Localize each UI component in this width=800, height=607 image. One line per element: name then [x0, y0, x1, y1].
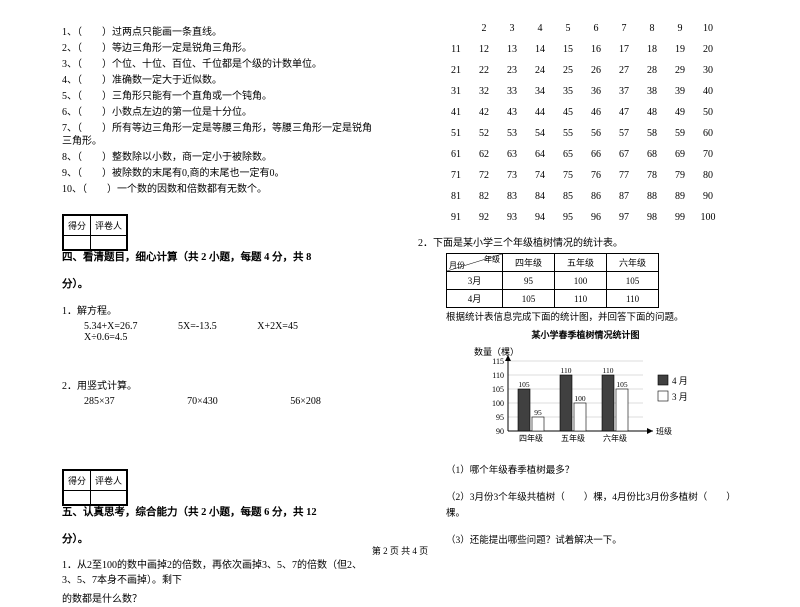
tf-item: 3、（ ）个位、十位、百位、千位都是个级的计数单位。 [62, 58, 372, 71]
section-5-title: 五、认真思考，综合能力（共 2 小题，每题 6 分，共 12 [62, 506, 317, 521]
table-row: 4月 105 110 110 [447, 290, 659, 308]
svg-text:95: 95 [534, 408, 542, 417]
eq: X÷0.6=4.5 [84, 332, 127, 343]
equations-2: 285×37 70×430 56×208 [84, 396, 372, 407]
svg-text:四年级: 四年级 [519, 433, 543, 443]
svg-text:3 月: 3 月 [672, 392, 688, 402]
plant-table: 年级 月份 四年级 五年级 六年级 3月 95 100 105 4月 105 1… [446, 253, 659, 308]
tf-item: 6、（ ）小数点左边的第一位是十分位。 [62, 106, 372, 119]
svg-text:4 月: 4 月 [672, 376, 688, 386]
equations-1: 5.34+X=26.7 5X=-13.5 X+2X=45 X÷0.6=4.5 [84, 321, 372, 343]
page-footer: 第 2 页 共 4 页 [0, 544, 800, 557]
tf-item: 1、（ ）过两点只能画一条直线。 [62, 26, 372, 39]
eq: X+2X=45 [257, 321, 298, 332]
tf-item: 7、（ ）所有等边三角形一定是等腰三角形，等腰三角形一定是锐角三角形。 [62, 122, 372, 148]
score-box: 得分 评卷人 [62, 214, 128, 251]
svg-text:105: 105 [518, 380, 530, 389]
diag-header: 年级 月份 [447, 254, 503, 272]
tf-item: 9、（ ）被除数的末尾有0,商的末尾也一定有0。 [62, 167, 372, 180]
questions: （1）哪个年级春季植树最多？ （2）3月份3个年级共植树（ ）棵，4月份比3月份… [446, 464, 753, 549]
score-label: 得分 [64, 216, 91, 236]
q5-1b: 的数都是什么数？ [62, 592, 372, 607]
svg-text:100: 100 [492, 399, 504, 408]
tf-item: 10、（ ）一个数的因数和倍数都有无数个。 [62, 183, 372, 196]
eq: 70×430 [187, 396, 218, 407]
svg-text:115: 115 [492, 357, 504, 366]
svg-text:110: 110 [561, 366, 572, 375]
question: （2）3月份3个年级共植树（ ）棵，4月份比3月份多植树（ ）棵。 [446, 491, 753, 521]
col-header: 六年级 [607, 254, 659, 272]
svg-text:数量（棵）: 数量（棵） [474, 346, 519, 357]
svg-text:105: 105 [616, 380, 628, 389]
svg-text:90: 90 [496, 427, 504, 436]
q4-2: 2．用竖式计算。 [62, 377, 372, 392]
score-label: 得分 [64, 471, 91, 491]
section-4-title-cont: 分）。 [62, 278, 88, 293]
col-header: 四年级 [503, 254, 555, 272]
chart-caption: 根据统计表信息完成下面的统计图，并回答下面的问题。 [446, 311, 753, 325]
section-4-header: 得分 评卷人 四、看清题目，细心计算（共 2 小题，每题 4 分，共 8 [62, 214, 372, 266]
tf-item: 8、（ ）整数除以小数，商一定小于被除数。 [62, 151, 372, 164]
svg-text:班级: 班级 [656, 426, 672, 436]
grader-label: 评卷人 [91, 216, 127, 236]
eq: 285×37 [84, 396, 115, 407]
svg-text:110: 110 [492, 371, 504, 380]
question: （1）哪个年级春季植树最多？ [446, 464, 753, 479]
section-4-title: 四、看清题目，细心计算（共 2 小题，每题 4 分，共 8 [62, 251, 311, 266]
eq: 5X=-13.5 [178, 321, 217, 332]
eq: 56×208 [290, 396, 321, 407]
number-grid: 2345678910111213141516171819202122232425… [442, 24, 753, 223]
tf-list: 1、（ ）过两点只能画一条直线。 2、（ ）等边三角形一定是锐角三角形。 3、（ ）… [62, 26, 372, 196]
chart-title: 某小学春季植树情况统计图 [418, 328, 753, 341]
svg-text:100: 100 [574, 394, 586, 403]
table-row: 3月 95 100 105 [447, 272, 659, 290]
tf-item: 2、（ ）等边三角形一定是锐角三角形。 [62, 42, 372, 55]
svg-text:110: 110 [603, 366, 614, 375]
bar-chart: 数量（棵）9095100105110115班级10595四年级110100五年级… [474, 345, 753, 458]
svg-text:六年级: 六年级 [603, 433, 627, 443]
q2-intro: 2．下面是某小学三个年级植树情况的统计表。 [418, 234, 753, 249]
section-5-header: 得分 评卷人 五、认真思考，综合能力（共 2 小题，每题 6 分，共 12 [62, 469, 372, 521]
tf-item: 5、（ ）三角形只能有一个直角或一个钝角。 [62, 90, 372, 103]
svg-text:95: 95 [496, 413, 504, 422]
eq: 5.34+X=26.7 [84, 321, 138, 332]
q5-1a: 1．从2至100的数中画掉2的倍数，再依次画掉3、5、7的倍数（但2、3、5、7… [62, 558, 372, 588]
col-header: 五年级 [555, 254, 607, 272]
q4-1: 1．解方程。 [62, 302, 372, 317]
tf-item: 4、（ ）准确数一定大于近似数。 [62, 74, 372, 87]
grader-label: 评卷人 [91, 471, 127, 491]
svg-text:五年级: 五年级 [561, 433, 585, 443]
svg-text:105: 105 [492, 385, 504, 394]
score-box: 得分 评卷人 [62, 469, 128, 506]
